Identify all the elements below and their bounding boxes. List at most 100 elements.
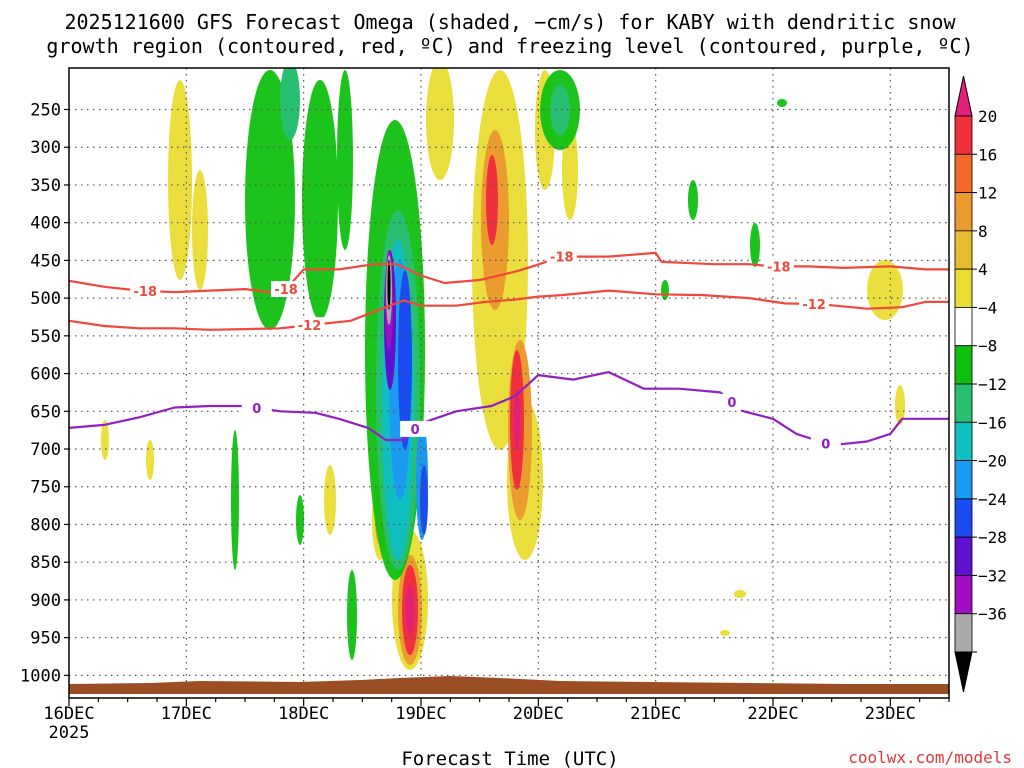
omega-blue-region — [398, 270, 412, 450]
colorbar-tick-label: 16 — [978, 145, 997, 164]
colorbar-bottom-arrow — [954, 651, 973, 693]
colorbar-segment — [954, 268, 973, 308]
y-tick-label: 450 — [30, 251, 61, 271]
colorbar-segment — [954, 498, 973, 538]
omega-yellow-region — [192, 170, 208, 290]
colorbar-tick-label: −16 — [978, 413, 1007, 432]
contour-label-background — [400, 420, 431, 437]
contour-label-background — [294, 317, 325, 334]
y-tick-label: 550 — [30, 327, 61, 347]
contour-label-background — [763, 258, 794, 275]
colorbar-tick-label: −4 — [978, 298, 997, 317]
credit-text: coolwx.com/models — [848, 748, 1012, 767]
colorbar-top-arrow — [954, 75, 973, 117]
omega-magenta-region — [514, 390, 520, 450]
contour-label-background — [799, 296, 830, 313]
omega-green-region — [231, 430, 239, 570]
x-tick-label: 20DEC — [513, 704, 564, 724]
terrain-ground — [69, 676, 949, 694]
contour-label: 0 — [727, 396, 736, 411]
omega-shading — [101, 68, 905, 670]
contour-label-background — [546, 248, 577, 265]
omega-green-region — [347, 570, 357, 660]
colorbar-tick-label: −8 — [978, 337, 997, 356]
chart-title-line-1: 2025121600 GFS Forecast Omega (shaded, −… — [64, 10, 956, 34]
y-tick-label: 400 — [30, 214, 61, 234]
x-tick-label: 17DEC — [161, 704, 212, 724]
omega-green-region — [296, 495, 304, 545]
omega-green-region — [688, 180, 698, 220]
omega-magenta-region — [406, 585, 414, 635]
y-tick-label: 350 — [30, 176, 61, 196]
contour-label: 0 — [821, 437, 830, 452]
x-tick-label: 16DEC — [43, 704, 94, 724]
y-tick-label: 800 — [30, 515, 61, 535]
x-tick-label: 22DEC — [747, 704, 798, 724]
contour-label: -18 — [767, 260, 791, 275]
omega-blue-region — [420, 465, 428, 535]
colorbar-segment — [954, 153, 973, 193]
omega-teal-region — [280, 68, 300, 140]
contour-label-background — [130, 282, 161, 299]
x-tick-label: 23DEC — [865, 704, 916, 724]
colorbar-segment — [954, 192, 973, 232]
omega-green-region — [337, 70, 353, 250]
omega-green-region — [750, 223, 760, 267]
y-tick-label: 700 — [30, 440, 61, 460]
temperature-contours: -18 -18 -18 -18 -12 -12 0 0 0 0 — [68, 248, 949, 452]
omega-teal-region — [550, 85, 570, 135]
x-tick-year: 2025 — [49, 723, 90, 743]
x-axis-ticks: 16DEC 17DEC 18DEC 19DEC 20DEC 21DEC 22DEC 23DEC — [43, 698, 950, 724]
y-tick-label: 950 — [30, 629, 61, 649]
contour-label-background — [271, 281, 302, 298]
y-axis-ticks: 250 300 350 400 450 500 550 600 650 700 750 800 850 9… — [20, 100, 69, 686]
omega-yellow-region — [146, 440, 154, 480]
colorbar-segment — [954, 383, 973, 423]
x-axis-label: Forecast Time (UTC) — [401, 748, 618, 768]
contour-label-background — [716, 393, 747, 410]
colorbar-segment — [954, 115, 973, 155]
y-tick-label: 650 — [30, 402, 61, 422]
omega-green-region — [661, 280, 669, 300]
omega-black-region — [387, 260, 391, 310]
y-tick-label: 750 — [30, 478, 61, 498]
y-tick-label: 500 — [30, 289, 61, 309]
omega-red-region — [486, 155, 498, 245]
contour-label: -12 — [802, 298, 826, 313]
y-tick-label: 900 — [30, 591, 61, 611]
contour-label: -18 — [274, 283, 298, 298]
omega-yellow-region — [720, 630, 730, 636]
colorbar-tick-label: −32 — [978, 566, 1007, 585]
chart-title-line-2: growth region (contoured, red, ºC) and f… — [46, 34, 973, 58]
colorbar-segment — [954, 575, 973, 615]
colorbar-tick-label: −24 — [978, 490, 1007, 509]
omega-yellow-region — [426, 68, 454, 180]
contour-label: 0 — [411, 423, 420, 438]
colorbar-tick-label: −36 — [978, 605, 1007, 624]
colorbar-segment — [954, 460, 973, 500]
contour-label: -18 — [134, 285, 158, 300]
contour-label: -18 — [550, 251, 574, 266]
omega-yellow-region — [101, 420, 109, 460]
y-tick-label: 300 — [30, 138, 61, 158]
omega-green-region — [777, 99, 787, 107]
colorbar-segment — [954, 307, 973, 347]
contour-label: 0 — [252, 402, 261, 417]
contour-line — [68, 371, 949, 447]
colorbar-tick-label: 8 — [978, 222, 988, 241]
colorbar-segment — [954, 345, 973, 385]
omega-yellow-region — [324, 465, 336, 535]
omega-green-region — [302, 80, 338, 320]
colorbar-segment — [954, 421, 973, 461]
y-tick-label: 850 — [30, 553, 61, 573]
y-tick-label: 250 — [30, 100, 61, 120]
colorbar: 20 16 12 8 4 −4 −8 −12 −16 −20 −24 −28 −32 −36 — [954, 75, 1007, 693]
x-tick-label: 19DEC — [395, 704, 446, 724]
y-tick-label: 1000 — [20, 666, 61, 686]
omega-green-region — [245, 70, 295, 330]
colorbar-segment — [954, 230, 973, 270]
colorbar-tick-label: −12 — [978, 375, 1007, 394]
colorbar-tick-label: 20 — [978, 107, 997, 126]
omega-yellow-region — [734, 590, 746, 598]
